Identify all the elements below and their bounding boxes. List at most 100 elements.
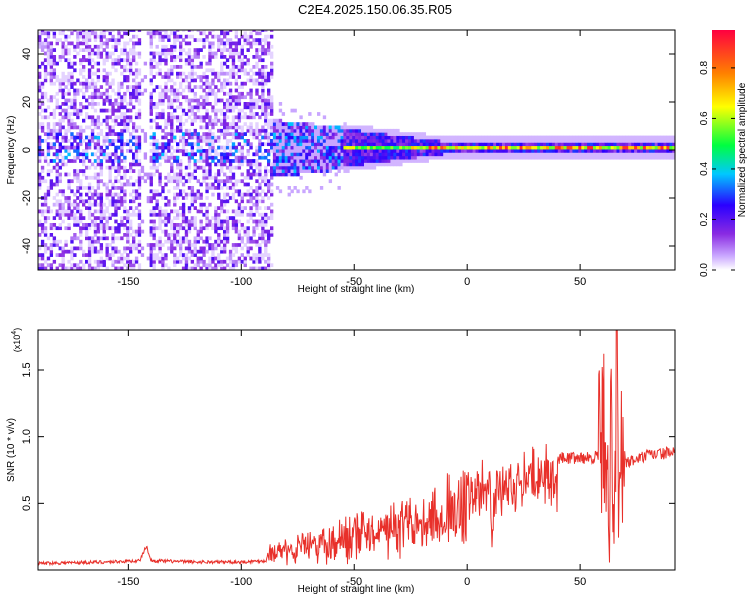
spectrogram-cell (217, 48, 221, 52)
spectrogram-cell (187, 266, 192, 270)
spectrogram-cell (93, 172, 98, 177)
spectrogram-cell (211, 259, 215, 264)
spectrogram-cell (120, 186, 124, 190)
spectrogram-cell (270, 95, 274, 100)
spectrogram-cell (58, 202, 62, 207)
spectrogram-cell (38, 263, 42, 268)
spectrogram-cell (205, 243, 209, 247)
spectrogram-cell (82, 118, 86, 123)
spectrogram-cell (134, 159, 139, 163)
spectrogram-cell (70, 189, 74, 194)
spectrogram-cell (196, 102, 200, 106)
spectrogram-cell (369, 149, 374, 153)
spectrogram-cell (190, 145, 195, 150)
spectrogram-cell (264, 118, 268, 123)
spectrogram-cell (267, 266, 271, 270)
spectrogram-cell (654, 155, 659, 160)
spectrogram-cell (52, 182, 57, 187)
spectrogram-cell (510, 145, 515, 150)
spectrogram-cell (267, 95, 271, 100)
spectrogram-cell (173, 41, 177, 46)
spectrogram-cell (187, 152, 192, 157)
spectrogram-cell (334, 132, 338, 136)
spectrogram-cell (208, 266, 212, 270)
spectrogram-cell (355, 149, 359, 153)
spectrogram-cell (331, 165, 336, 170)
spectrogram-cell (96, 155, 101, 160)
spectrogram-cell (299, 142, 303, 147)
spectrogram-cell (369, 135, 374, 140)
spectrogram-cell (129, 95, 133, 100)
spectrogram-cell (123, 78, 127, 83)
spectrogram-cell (149, 149, 153, 153)
spectrogram-cell (496, 145, 500, 150)
spectrogram-cell (105, 152, 109, 157)
spectrogram-cell (302, 125, 306, 130)
spectrogram-cell (187, 165, 192, 170)
spectrogram-cell (246, 246, 250, 251)
spectrogram-cell (287, 155, 291, 160)
spectrogram-cell (184, 75, 189, 79)
spectrogram-cell (311, 149, 315, 153)
spectrogram-cell (267, 179, 271, 184)
spectrogram-cell (507, 139, 512, 143)
spectrogram-cell (179, 118, 183, 123)
spectrogram-cell (187, 30, 192, 32)
spectrogram-cell (369, 128, 374, 133)
colorbar-tick-label: 0.4 (699, 162, 710, 176)
spectrogram-cell (67, 112, 71, 116)
spectrogram-cell (255, 128, 259, 133)
spectrogram-cell (240, 51, 244, 56)
spectrogram-cell (264, 216, 268, 220)
spectrogram-cell (449, 142, 453, 147)
spectrogram-cell (146, 196, 151, 200)
spectrogram-cell (267, 125, 271, 130)
spectrogram-cell (214, 246, 218, 251)
spectrogram-cell (264, 169, 268, 173)
spectrogram-cell (287, 135, 291, 140)
spectrogram-cell (575, 135, 579, 140)
spectrogram-cell (49, 48, 54, 52)
spectrogram-cell (466, 155, 471, 160)
spectrogram-cell (123, 31, 127, 36)
spectrogram-cell (190, 216, 195, 220)
spectrogram-cell (390, 135, 394, 140)
spectrogram-cell (152, 246, 156, 251)
spectrogram-cell (205, 115, 209, 120)
spectrogram-cell (190, 199, 195, 204)
spectrogram-cell (73, 98, 77, 103)
spectrogram-cell (187, 55, 192, 59)
spectrogram-cell (593, 139, 597, 143)
spectrogram-cell (49, 30, 54, 32)
spectrogram-cell (255, 149, 259, 153)
spectrogram-cell (49, 135, 54, 140)
spectrogram-cell (217, 162, 221, 167)
spectrogram-cell (220, 219, 224, 224)
spectrogram-cell (408, 155, 412, 160)
spectrogram-cell (428, 145, 432, 150)
spectrogram-cell (123, 192, 127, 197)
spectrogram-cell (120, 65, 124, 69)
spectrogram-cell (217, 212, 221, 217)
spectrogram-cell (179, 223, 183, 227)
spectrogram-cell (46, 209, 51, 214)
spectrogram-cell (164, 209, 168, 214)
spectrogram-cell (202, 95, 206, 100)
spectrogram-cell (672, 152, 675, 157)
spectrogram-cell (64, 44, 68, 49)
spectrogram-cell (478, 145, 482, 150)
spectrogram-cell (504, 155, 509, 160)
spectrogram-cell (58, 165, 62, 170)
spectrogram-cell (55, 38, 59, 42)
spectrogram-cell (114, 58, 118, 63)
spectrogram-cell (437, 142, 441, 147)
spectrogram-cell (126, 182, 130, 187)
spectrogram-cell (176, 38, 180, 42)
spectrogram-cell (220, 152, 224, 157)
spectrogram-cell (231, 51, 236, 56)
spectrogram-cell (67, 216, 71, 220)
snr-scale-close: ) (12, 328, 22, 331)
spectrogram-cell (129, 259, 133, 264)
spectrogram-cell (67, 71, 71, 76)
spectrogram-cell (158, 68, 162, 73)
